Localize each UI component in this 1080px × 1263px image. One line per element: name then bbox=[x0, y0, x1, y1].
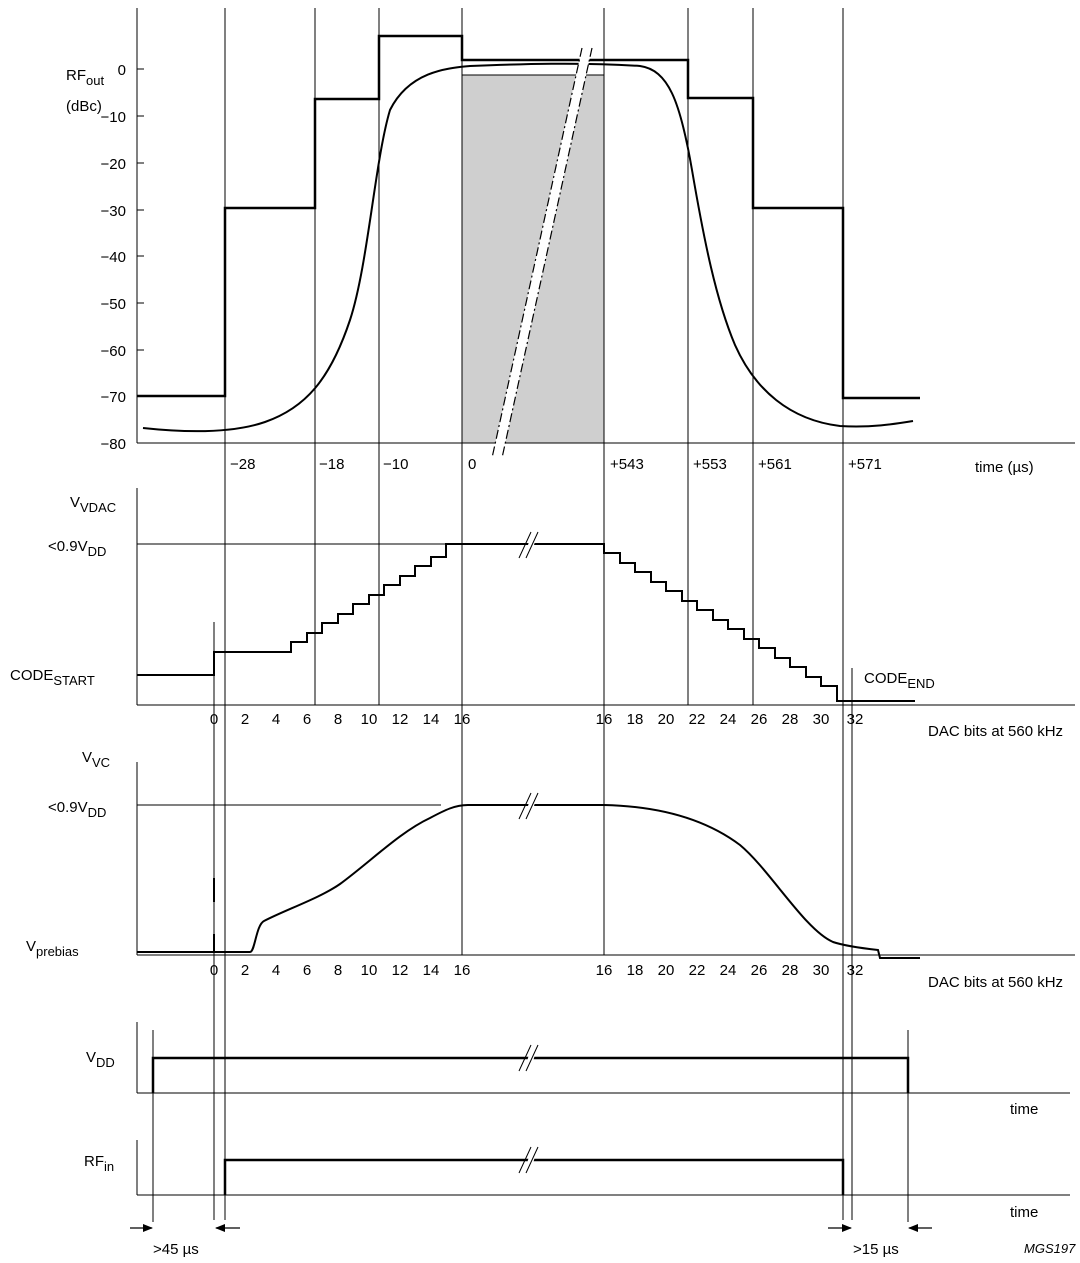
vdd-break-mark bbox=[518, 1044, 539, 1072]
rf-mask-line bbox=[137, 34, 920, 400]
rf-y-tick: −30 bbox=[101, 203, 126, 220]
vvc-panel: VVC <0.9VDD Vprebias 0 2 4 6 8 10 12 14 … bbox=[26, 749, 1075, 991]
vdac-ylabel: VVDAC bbox=[70, 494, 116, 515]
vdac-staircase bbox=[137, 543, 915, 702]
vdac-x-tick: 12 bbox=[392, 711, 409, 728]
rf-y-tick: −80 bbox=[101, 436, 126, 453]
rf-x-axis-label: time (µs) bbox=[975, 459, 1034, 476]
rfin-panel: RFin time bbox=[84, 1140, 1070, 1221]
left-gap-label: >45 µs bbox=[153, 1241, 199, 1258]
rf-y-tick: −20 bbox=[101, 156, 126, 173]
vvc-x-tick: 16 bbox=[454, 962, 471, 979]
vdac-x-tick: 18 bbox=[627, 711, 644, 728]
vdac-x-tick: 2 bbox=[241, 711, 249, 728]
rfin-ylabel: RFin bbox=[84, 1153, 114, 1174]
rf-break-mark bbox=[491, 47, 593, 459]
rf-shaded-region bbox=[461, 74, 605, 444]
vdac-x-tick: 32 bbox=[847, 711, 864, 728]
vvc-level-label: <0.9VDD bbox=[48, 799, 106, 820]
vvc-x-tick: 8 bbox=[334, 962, 342, 979]
vdd-ylabel: VDD bbox=[86, 1049, 115, 1070]
vvc-x-tick: 30 bbox=[813, 962, 830, 979]
vdac-x-tick-labels: 0 2 4 6 8 10 12 14 16 16 18 20 22 24 26 … bbox=[210, 711, 864, 728]
vvc-x-tick: 16 bbox=[596, 962, 613, 979]
vdac-x-tick: 8 bbox=[334, 711, 342, 728]
rf-x-tick: −18 bbox=[319, 456, 344, 473]
vdac-x-tick: 6 bbox=[303, 711, 311, 728]
vvc-x-axis-label: DAC bits at 560 kHz bbox=[928, 974, 1063, 991]
rf-out-panel: 0 −10 −20 −30 −40 −50 −60 −70 −80 RFout … bbox=[66, 8, 1075, 476]
vdac-x-tick: 22 bbox=[689, 711, 706, 728]
rf-y-tick: −50 bbox=[101, 296, 126, 313]
vvc-x-tick: 28 bbox=[782, 962, 799, 979]
rf-output-curve bbox=[142, 62, 914, 433]
rf-y-tick: −70 bbox=[101, 389, 126, 406]
vdac-x-tick: 14 bbox=[423, 711, 440, 728]
vdd-panel: VDD time bbox=[86, 1022, 1070, 1118]
rf-x-tick: −10 bbox=[383, 456, 408, 473]
timing-annotations: >45 µs >15 µs MGS197 bbox=[130, 1224, 1076, 1258]
vvc-x-tick: 20 bbox=[658, 962, 675, 979]
vdac-x-tick: 20 bbox=[658, 711, 675, 728]
vvc-x-tick: 22 bbox=[689, 962, 706, 979]
vvc-x-tick: 6 bbox=[303, 962, 311, 979]
vdac-x-tick: 0 bbox=[210, 711, 218, 728]
vdac-x-tick: 26 bbox=[751, 711, 768, 728]
rf-x-tick: −28 bbox=[230, 456, 255, 473]
figure-reference-code: MGS197 bbox=[1024, 1241, 1076, 1256]
rf-y-tick: 0 bbox=[118, 62, 126, 79]
vdac-code-end-label: CODEEND bbox=[864, 670, 935, 691]
vdac-x-tick: 30 bbox=[813, 711, 830, 728]
vdac-x-tick: 16 bbox=[454, 711, 471, 728]
rf-x-tick: +561 bbox=[758, 456, 792, 473]
vdac-x-axis-label: DAC bits at 560 kHz bbox=[928, 723, 1063, 740]
vdac-x-tick: 10 bbox=[361, 711, 378, 728]
rf-y-tick: −60 bbox=[101, 343, 126, 360]
rf-x-tick: +543 bbox=[610, 456, 644, 473]
vvc-x-tick: 24 bbox=[720, 962, 737, 979]
rfin-pulse bbox=[223, 1158, 845, 1195]
vvc-x-tick: 18 bbox=[627, 962, 644, 979]
vvc-x-tick-labels: 0 2 4 6 8 10 12 14 16 16 18 20 22 24 26 … bbox=[210, 962, 864, 979]
vdac-x-tick: 4 bbox=[272, 711, 280, 728]
vvc-x-tick: 14 bbox=[423, 962, 440, 979]
vdac-panel: VVDAC <0.9VDD CODESTART CODEEND 0 2 4 6 … bbox=[10, 488, 1075, 740]
vvc-x-tick: 10 bbox=[361, 962, 378, 979]
vvc-x-tick: 26 bbox=[751, 962, 768, 979]
vvc-x-tick: 12 bbox=[392, 962, 409, 979]
rf-out-ylabel-unit: (dBc) bbox=[66, 98, 102, 115]
vdac-code-start-label: CODESTART bbox=[10, 667, 95, 688]
vdac-level-label: <0.9VDD bbox=[48, 538, 106, 559]
rf-x-tick: +571 bbox=[848, 456, 882, 473]
rf-y-tick: −10 bbox=[101, 109, 126, 126]
right-gap-label: >15 µs bbox=[853, 1241, 899, 1258]
vdac-x-tick: 16 bbox=[596, 711, 613, 728]
rfin-x-axis-label: time bbox=[1010, 1204, 1038, 1221]
vdd-x-axis-label: time bbox=[1010, 1101, 1038, 1118]
rf-y-tick-labels: 0 −10 −20 −30 −40 −50 −60 −70 −80 bbox=[101, 62, 126, 453]
vvc-x-tick: 4 bbox=[272, 962, 280, 979]
vvc-ylabel: VVC bbox=[82, 749, 110, 770]
vvc-x-tick: 2 bbox=[241, 962, 249, 979]
rf-y-tick-marks bbox=[137, 68, 144, 444]
vdac-x-tick: 24 bbox=[720, 711, 737, 728]
rf-x-tick-labels: −28 −18 −10 0 +543 +553 +561 +571 bbox=[230, 456, 882, 473]
vdac-break-mark bbox=[518, 531, 539, 559]
vvc-x-tick: 0 bbox=[210, 962, 218, 979]
rf-out-ylabel: RFout bbox=[66, 67, 104, 88]
vvc-prebias-label: Vprebias bbox=[26, 938, 79, 959]
vvc-curve bbox=[137, 804, 920, 959]
rf-y-tick: −40 bbox=[101, 249, 126, 266]
vvc-break-mark bbox=[518, 792, 539, 820]
vdac-x-tick: 28 bbox=[782, 711, 799, 728]
rf-x-tick: 0 bbox=[468, 456, 476, 473]
rf-x-tick: +553 bbox=[693, 456, 727, 473]
rfin-break-mark bbox=[518, 1146, 539, 1174]
vvc-x-tick: 32 bbox=[847, 962, 864, 979]
